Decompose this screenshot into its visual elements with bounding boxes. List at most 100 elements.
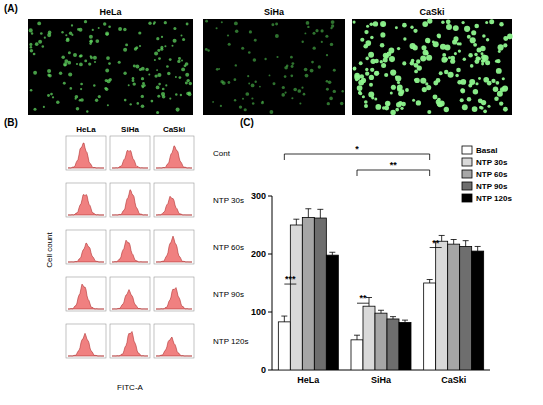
cell-dot [84,20,87,23]
cell-dot [228,43,231,46]
bar [436,241,448,370]
cell-dot [181,35,183,37]
significance-label: ** [390,160,398,170]
cell-dot [239,105,242,108]
cell-dot [433,95,438,100]
cell-dot [141,95,144,98]
cell-dot [63,62,67,66]
cell-dot [47,94,50,97]
cell-dot [380,32,385,37]
cell-dot [90,55,92,57]
error-stem [332,252,333,255]
x-tick-label: SiHa [371,375,392,385]
cell-dot [439,71,443,75]
cell-dot [105,32,109,36]
cell-dot [445,58,448,61]
image-label: SiHa [264,7,285,17]
legend-label: NTP 30s [476,158,508,167]
cell-dot [327,102,330,105]
cell-dot [171,45,173,47]
cell-dot [181,67,185,71]
cell-dot [84,59,87,62]
histogram-shape [156,337,192,356]
cell-dot [450,56,455,61]
cell-dot [162,95,166,99]
cell-dot [189,82,192,85]
cell-dot [124,99,127,102]
cell-dot [456,68,461,73]
cell-dot [481,59,485,63]
cell-dot [391,85,396,90]
cell-dot [138,31,141,34]
cell-dot [380,21,386,27]
cell-dot [503,43,507,47]
histogram-shape [68,243,104,262]
cell-dot [483,109,487,113]
cell-dot [48,74,52,78]
cell-dot [118,27,122,31]
cell-dot [364,30,368,34]
error-cap [378,310,384,311]
cell-dot [480,106,483,109]
cell-dot [397,47,400,50]
cell-dot [482,34,486,38]
cell-dot [216,68,219,71]
bracket-line [284,154,429,160]
histogram [66,324,106,358]
cell-dot [284,66,288,70]
cell-dot [325,35,328,38]
cell-dot [330,43,333,46]
bar [460,246,472,370]
cell-dot [446,24,452,30]
cell-dot [50,93,53,96]
cell-dot [468,84,472,88]
cell-dot [364,100,368,104]
x-tick-label: CaSki [441,375,466,385]
cell-dot [315,29,318,32]
cell-dot [326,54,328,56]
cell-dot [355,78,358,81]
cell-dot [364,104,368,108]
cell-dot [496,59,500,63]
cell-dot [458,50,461,53]
cell-dot [414,78,419,83]
cell-dot [390,110,396,116]
cell-dot [166,65,169,68]
cell-dot [441,57,447,63]
cell-dot [31,32,33,34]
cell-dot [103,22,106,25]
legend-swatch [462,158,472,166]
cell-dot [247,75,249,77]
cell-dot [106,33,109,36]
cell-dot [416,100,421,105]
cell-dot [333,90,336,93]
cell-dot [271,23,274,26]
cell-dot [89,40,93,44]
cell-dot [507,34,513,40]
cell-dot [444,107,449,112]
cell-dot [326,80,329,83]
cell-dot [353,67,356,70]
cell-dot [290,56,293,59]
cell-dot [475,82,478,85]
cell-dot [433,81,438,86]
cell-dot [222,81,226,85]
histogram-shape [156,196,192,215]
cell-dot [494,97,499,102]
cell-dot [330,27,332,29]
cell-dot [473,89,478,94]
cell-dot [365,40,371,46]
cell-dot [135,46,138,49]
histogram-frame [66,324,106,358]
cell-dot [276,56,278,58]
cell-dot [109,78,112,81]
cell-dot [375,104,381,110]
significance-label: ** [359,293,367,303]
cell-dot [73,53,77,57]
histogram-shape [68,143,104,168]
cell-dot [178,76,181,79]
cell-dot [498,44,504,50]
cell-dot [304,32,306,34]
cell-dot [340,102,344,106]
histogram [66,136,106,170]
